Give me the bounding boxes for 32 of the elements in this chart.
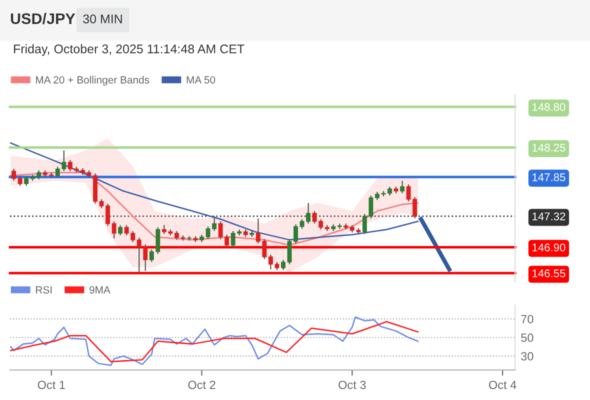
candlestick: [294, 224, 298, 244]
x-tick-label: Oct 1: [38, 380, 65, 390]
legend-label: 9MA: [90, 286, 110, 294]
x-tick-label: Oct 2: [188, 380, 216, 390]
x-tick-label: Oct 4: [488, 380, 516, 390]
line-series: [10, 142, 419, 241]
candlestick: [18, 176, 22, 186]
y-tick-label: 50: [521, 334, 534, 342]
chart-title: USD/JPY: [10, 12, 76, 24]
candlestick: [287, 238, 292, 265]
candlestick: [112, 220, 116, 239]
candlestick: [187, 236, 192, 242]
candlestick: [24, 176, 29, 186]
x-tick-label: Oct 3: [338, 380, 366, 390]
y-tick-label: 146.90: [532, 244, 566, 252]
y-tick-label: 30: [521, 352, 534, 360]
legend-label: MA 20 + Bollinger Bands: [36, 76, 150, 86]
candlestick: [106, 203, 110, 226]
y-tick-label: 147.32: [532, 212, 566, 220]
text: Friday, October 3, 2025 11:14:48 AM CET: [14, 44, 244, 56]
candlestick: [281, 259, 286, 271]
y-tick-label: 147.85: [532, 173, 566, 182]
legend-label: RSI: [36, 286, 52, 294]
y-tick-label: 146.55: [532, 269, 566, 278]
candlestick: [118, 224, 123, 236]
legend-label: MA 50: [186, 76, 216, 84]
y-tick-label: 148.25: [532, 144, 566, 152]
y-tick-label: 148.80: [532, 103, 566, 111]
y-tick-label: 70: [521, 314, 534, 324]
candlestick: [400, 180, 405, 194]
chart-subtitle: 30 MIN: [83, 14, 122, 24]
candlestick: [12, 168, 16, 182]
